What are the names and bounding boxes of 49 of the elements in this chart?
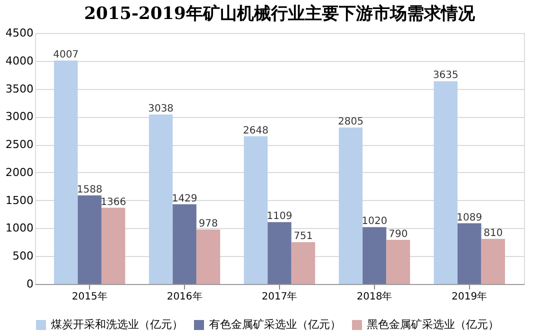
data-label: 3038 — [148, 104, 174, 115]
bar — [78, 195, 102, 284]
data-label: 1020 — [362, 216, 388, 228]
data-label: 978 — [198, 218, 218, 230]
y-tick-label: 3000 — [6, 110, 34, 124]
bar — [268, 222, 292, 284]
bar — [434, 81, 458, 284]
x-tick-label: 2015年 — [72, 290, 108, 302]
bar — [362, 227, 386, 284]
x-tick-label: 2019年 — [452, 290, 488, 302]
chart-title: 2015-2019年矿山机械行业主要下游市场需求情况 — [84, 4, 476, 24]
data-label: 1109 — [266, 211, 292, 222]
y-tick-label: 1500 — [6, 194, 34, 207]
x-tick-label: 2016年 — [166, 290, 202, 302]
bar — [458, 223, 482, 284]
bar — [148, 114, 173, 284]
y-tick-label: 3500 — [6, 82, 34, 96]
bar — [338, 128, 363, 284]
bar — [244, 136, 268, 284]
bar — [196, 229, 220, 284]
data-label: 4007 — [53, 50, 79, 60]
data-label: 1089 — [456, 212, 482, 224]
data-label: 2648 — [243, 125, 268, 136]
data-label: 1429 — [172, 193, 198, 204]
data-label: 751 — [294, 231, 313, 242]
legend-label: 黑色金属矿采选业（亿元） — [367, 318, 499, 331]
y-tick-label: 0 — [26, 278, 34, 290]
x-tick-label: 2018年 — [356, 290, 392, 302]
data-label: 1366 — [100, 196, 126, 208]
bar — [54, 60, 78, 284]
bar — [481, 238, 506, 284]
y-tick-label: 2500 — [6, 138, 34, 152]
bar — [291, 242, 316, 284]
data-label: 790 — [388, 228, 408, 240]
legend-label: 煤炭开采和洗选业（亿元） — [51, 318, 183, 331]
y-tick-label: 4500 — [6, 26, 34, 40]
y-tick-label: 2000 — [6, 166, 34, 179]
data-label: 810 — [484, 228, 503, 239]
y-tick-label: 4000 — [6, 54, 34, 68]
data-label: 2805 — [338, 116, 364, 128]
y-tick-label: 500 — [12, 250, 34, 263]
legend-label: 有色金属矿采选业（亿元） — [209, 318, 341, 331]
x-tick-label: 2017年 — [262, 290, 298, 302]
bar — [386, 240, 410, 284]
y-tick-label: 1000 — [6, 222, 34, 235]
data-label: 1588 — [76, 184, 102, 196]
bar — [172, 204, 196, 284]
data-label: 3635 — [432, 70, 458, 82]
bar — [101, 208, 126, 284]
